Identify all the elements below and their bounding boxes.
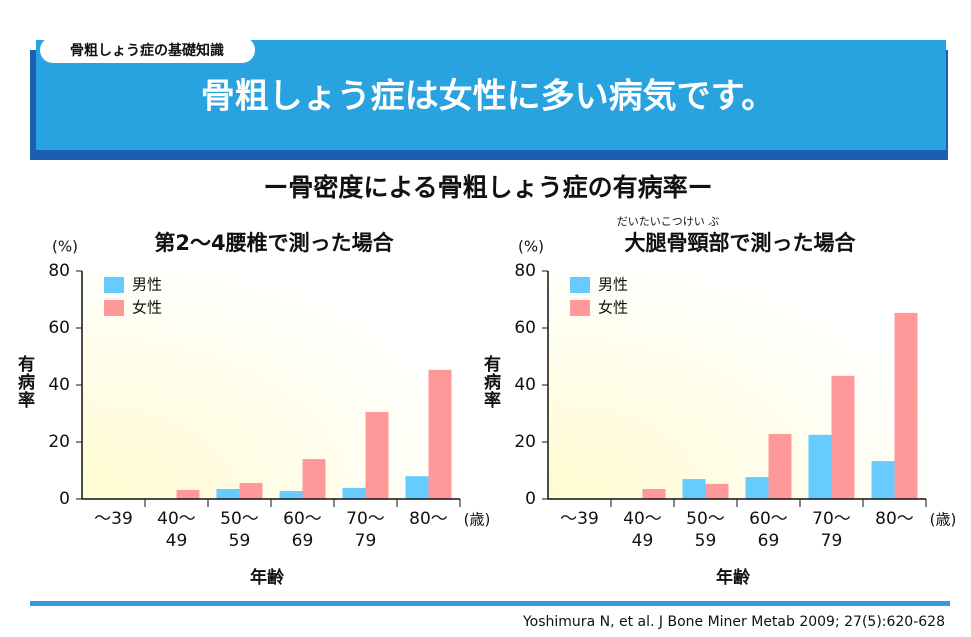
x-tick-label: ～39 (94, 509, 133, 529)
bar (831, 375, 855, 499)
bar (808, 434, 832, 499)
y-tick-label: 40 (514, 375, 536, 395)
y-axis-label: 有病率 (14, 355, 34, 409)
citation: Yoshimura N, et al. J Bone Miner Metab 2… (522, 614, 945, 630)
bar (216, 489, 240, 499)
x-tick-label: 80～ (409, 509, 448, 529)
legend-swatch (570, 300, 590, 316)
bar (176, 489, 200, 499)
bar (302, 459, 326, 499)
x-tick-label: 50～ 59 (220, 509, 259, 551)
legend-label: 女性 (598, 299, 628, 317)
x-tick-label: 60～ 69 (749, 509, 788, 551)
x-tick-label: 70～ 79 (346, 509, 385, 551)
y-unit: (%) (52, 238, 78, 256)
subtitle: ー骨密度による骨粗しょう症の有病率ー (263, 173, 712, 202)
y-tick-label: 40 (48, 375, 70, 395)
tag: 骨粗しょう症の基礎知識 (70, 42, 224, 59)
y-tick-label: 80 (48, 261, 70, 281)
x-tick-label: ～39 (560, 509, 599, 529)
plot-background (82, 271, 460, 499)
x-unit: (歳) (930, 511, 957, 529)
bar (894, 312, 918, 499)
y-axis-label: 有病率 (480, 355, 500, 409)
y-tick-label: 60 (48, 318, 70, 338)
bar (279, 491, 303, 499)
chart-title: 第2～4腰椎で測った場合 (154, 231, 394, 255)
bar (239, 483, 263, 499)
bar (682, 479, 706, 499)
y-tick-label: 20 (48, 432, 70, 452)
y-tick-label: 60 (514, 318, 536, 338)
legend-label: 男性 (598, 276, 628, 294)
y-tick-label: 20 (514, 432, 536, 452)
bar (428, 369, 452, 499)
bar (768, 434, 792, 499)
y-tick-label: 80 (514, 261, 536, 281)
legend-swatch (104, 300, 124, 316)
y-tick-label: 0 (525, 489, 536, 509)
bar (705, 483, 729, 499)
x-unit: (歳) (464, 511, 491, 529)
x-tick-label: 50～ 59 (686, 509, 725, 551)
y-unit: (%) (518, 238, 544, 256)
bar (405, 476, 429, 499)
legend-swatch (104, 277, 124, 293)
title-ruby: だいたいこつけい ぶ (617, 215, 720, 228)
title: 骨粗しょう症は女性に多い病気です。 (201, 77, 776, 117)
x-axis-label: 年齢 (716, 567, 751, 588)
y-tick-label: 0 (59, 489, 70, 509)
rule (30, 601, 950, 606)
legend-label: 女性 (132, 299, 162, 317)
bar (365, 412, 389, 499)
x-axis-label: 年齢 (250, 567, 285, 588)
tag-pill (40, 37, 255, 63)
legend-label: 男性 (132, 276, 162, 294)
bar (642, 489, 666, 499)
x-tick-label: 40～ 49 (623, 509, 662, 551)
bar (745, 477, 769, 499)
bar (342, 487, 366, 499)
chart-title: 大腿骨頸部で測った場合 (625, 231, 857, 255)
plot-background (548, 271, 926, 499)
x-tick-label: 40～ 49 (157, 509, 196, 551)
legend-swatch (570, 277, 590, 293)
x-tick-label: 60～ 69 (283, 509, 322, 551)
bar (871, 461, 895, 499)
x-tick-label: 80～ (875, 509, 914, 529)
x-tick-label: 70～ 79 (812, 509, 851, 551)
